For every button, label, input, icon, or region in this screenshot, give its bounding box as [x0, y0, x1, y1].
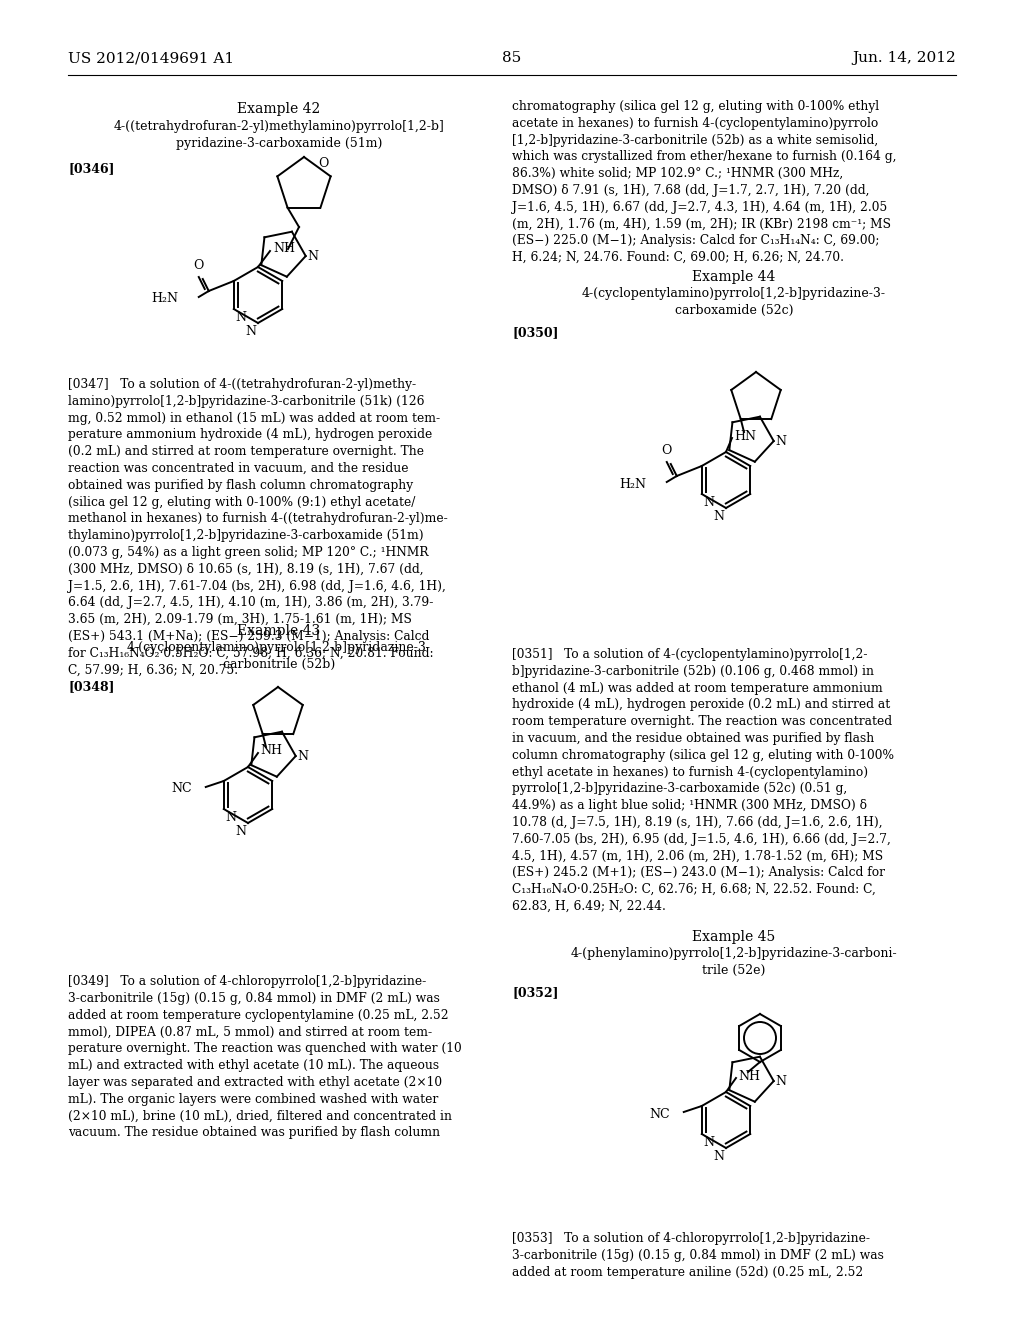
Text: NH: NH	[738, 1069, 760, 1082]
Text: Example 42: Example 42	[238, 102, 321, 116]
Text: carbonitrile (52b): carbonitrile (52b)	[223, 657, 335, 671]
Text: [0352]: [0352]	[512, 986, 558, 999]
Text: carboxamide (52c): carboxamide (52c)	[675, 304, 794, 317]
Text: trile (52e): trile (52e)	[702, 964, 766, 977]
Text: 4-(cyclopentylamino)pyrrolo[1,2-b]pyridazine-3-: 4-(cyclopentylamino)pyrrolo[1,2-b]pyrida…	[127, 642, 431, 653]
Text: N: N	[307, 249, 318, 263]
Text: O: O	[318, 157, 329, 170]
Text: [0346]: [0346]	[68, 162, 115, 176]
Text: Example 43: Example 43	[238, 624, 321, 638]
Text: N: N	[776, 1074, 786, 1088]
Text: chromatography (silica gel 12 g, eluting with 0-100% ethyl
acetate in hexanes) t: chromatography (silica gel 12 g, eluting…	[512, 100, 896, 264]
Text: N: N	[713, 510, 724, 523]
Text: N: N	[236, 312, 247, 323]
Text: US 2012/0149691 A1: US 2012/0149691 A1	[68, 51, 234, 65]
Text: [0350]: [0350]	[512, 326, 558, 339]
Text: Jun. 14, 2012: Jun. 14, 2012	[852, 51, 956, 65]
Text: [0348]: [0348]	[68, 680, 115, 693]
Text: [0353]   To a solution of 4-chloropyrrolo[1,2-b]pyridazine-
3-carbonitrile (15g): [0353] To a solution of 4-chloropyrrolo[…	[512, 1232, 884, 1279]
Text: O: O	[662, 444, 672, 457]
Text: N: N	[703, 496, 715, 510]
Text: NH: NH	[260, 744, 282, 758]
Text: N: N	[298, 750, 308, 763]
Text: NC: NC	[649, 1107, 670, 1121]
Text: N: N	[703, 1137, 715, 1148]
Text: N: N	[776, 434, 786, 447]
Text: Example 44: Example 44	[692, 271, 776, 284]
Text: [0349]   To a solution of 4-chloropyrrolo[1,2-b]pyridazine-
3-carbonitrile (15g): [0349] To a solution of 4-chloropyrrolo[…	[68, 975, 462, 1139]
Text: H₂N: H₂N	[620, 478, 647, 491]
Text: N: N	[713, 1150, 724, 1163]
Text: [0351]   To a solution of 4-(cyclopentylamino)pyrrolo[1,2-
b]pyridazine-3-carbon: [0351] To a solution of 4-(cyclopentylam…	[512, 648, 894, 913]
Text: N: N	[245, 325, 256, 338]
Text: NC: NC	[171, 783, 191, 796]
Text: 4-(phenylamino)pyrrolo[1,2-b]pyridazine-3-carboni-: 4-(phenylamino)pyrrolo[1,2-b]pyridazine-…	[570, 946, 897, 960]
Text: pyridazine-3-carboxamide (51m): pyridazine-3-carboxamide (51m)	[176, 137, 382, 150]
Text: 85: 85	[503, 51, 521, 65]
Text: 4-(cyclopentylamino)pyrrolo[1,2-b]pyridazine-3-: 4-(cyclopentylamino)pyrrolo[1,2-b]pyrida…	[582, 286, 886, 300]
Text: H₂N: H₂N	[152, 293, 179, 305]
Text: [0347]   To a solution of 4-((tetrahydrofuran-2-yl)methy-
lamino)pyrrolo[1,2-b]p: [0347] To a solution of 4-((tetrahydrofu…	[68, 378, 447, 677]
Text: N: N	[225, 810, 237, 824]
Text: 4-((tetrahydrofuran-2-yl)methylamino)pyrrolo[1,2-b]: 4-((tetrahydrofuran-2-yl)methylamino)pyr…	[114, 120, 444, 133]
Text: Example 45: Example 45	[692, 931, 775, 944]
Text: O: O	[194, 259, 204, 272]
Text: N: N	[234, 825, 246, 838]
Text: NH: NH	[273, 243, 295, 256]
Text: HN: HN	[734, 429, 756, 442]
